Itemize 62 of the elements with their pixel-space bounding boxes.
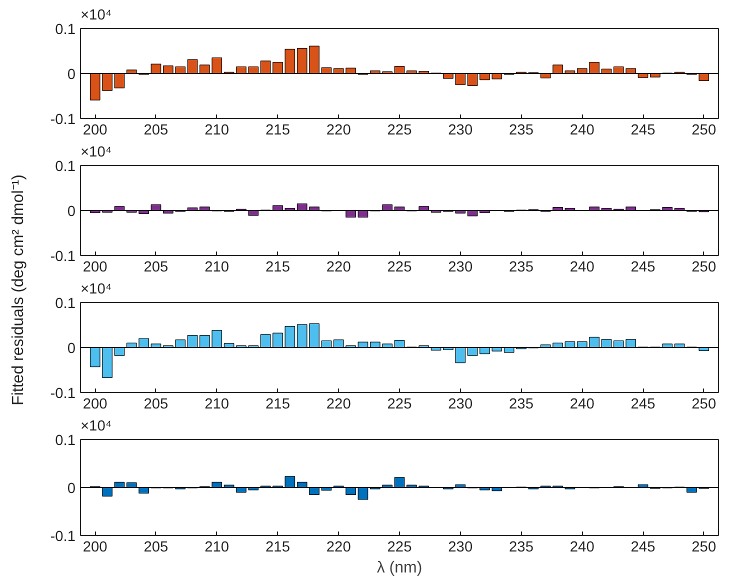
x-tick-label: 205: [144, 122, 168, 138]
x-tick-label: 250: [692, 396, 716, 412]
x-tick-label: 215: [266, 122, 290, 138]
text: ×10⁴: [80, 8, 112, 24]
x-tick-label: 200: [82, 260, 108, 276]
x-tick-label: 230: [448, 540, 473, 556]
x-tick-label: 200: [82, 540, 108, 556]
text: ×10⁴: [80, 418, 112, 434]
x-tick-label: 220: [326, 540, 351, 556]
x-tick-label: 205: [144, 260, 168, 276]
x-tick-label: 230: [448, 396, 473, 412]
x-tick-label: 205: [144, 540, 168, 556]
y-axis-title: Fitted residuals (deg cm² dmol⁻¹): [10, 174, 27, 406]
x-tick-label: 210: [204, 260, 230, 276]
x-tick-label: 220: [326, 260, 351, 276]
x-tick-label: 220: [326, 396, 351, 412]
x-tick-label: 230: [448, 260, 473, 276]
x-tick-label: 235: [509, 540, 534, 556]
x-axis-title: λ (nm): [376, 560, 422, 576]
x-tick-label: 230: [448, 122, 473, 138]
x-tick-label: 245: [630, 260, 656, 276]
x-tick-label: 250: [692, 540, 716, 556]
x-tick-label: 250: [692, 122, 716, 138]
y-tick-label: 0.1: [55, 22, 76, 38]
x-tick-label: 240: [570, 260, 594, 276]
x-tick-label: 200: [82, 122, 108, 138]
y-tick-label: 0: [67, 67, 76, 83]
x-tick-label: 205: [144, 396, 168, 412]
x-tick-label: 250: [692, 260, 716, 276]
y-tick-label: -0.1: [50, 529, 76, 545]
y-tick-label: -0.1: [50, 386, 76, 402]
x-tick-label: 225: [387, 396, 412, 412]
x-tick-label: 200: [82, 396, 108, 412]
x-tick-label: 210: [204, 122, 230, 138]
y-tick-label: 0: [67, 341, 76, 357]
x-tick-label: 220: [326, 122, 351, 138]
y-tick-label: 0.1: [55, 159, 76, 175]
y-tick-label: 0.1: [55, 433, 76, 449]
x-tick-label: 245: [630, 540, 656, 556]
x-tick-label: 225: [387, 540, 412, 556]
y-tick-label: -0.1: [50, 249, 76, 265]
x-tick-label: 210: [204, 540, 230, 556]
x-tick-label: 215: [266, 540, 290, 556]
x-tick-label: 245: [630, 122, 656, 138]
x-tick-label: 240: [570, 396, 594, 412]
x-tick-label: 235: [509, 396, 534, 412]
x-tick-label: 235: [509, 260, 534, 276]
x-tick-label: 225: [387, 122, 412, 138]
text: ×10⁴: [80, 144, 112, 160]
text: ×10⁴: [80, 282, 112, 298]
y-tick-label: 0: [67, 481, 76, 497]
x-tick-label: 215: [266, 396, 290, 412]
x-tick-label: 245: [630, 396, 656, 412]
x-tick-label: 225: [387, 260, 412, 276]
y-tick-label: 0.1: [55, 296, 76, 312]
x-tick-label: 235: [509, 122, 534, 138]
y-tick-label: -0.1: [50, 112, 76, 128]
x-tick-label: 240: [570, 122, 594, 138]
x-tick-label: 215: [266, 260, 290, 276]
y-tick-label: 0: [67, 204, 76, 220]
x-tick-label: 210: [204, 396, 230, 412]
x-tick-label: 240: [570, 540, 594, 556]
